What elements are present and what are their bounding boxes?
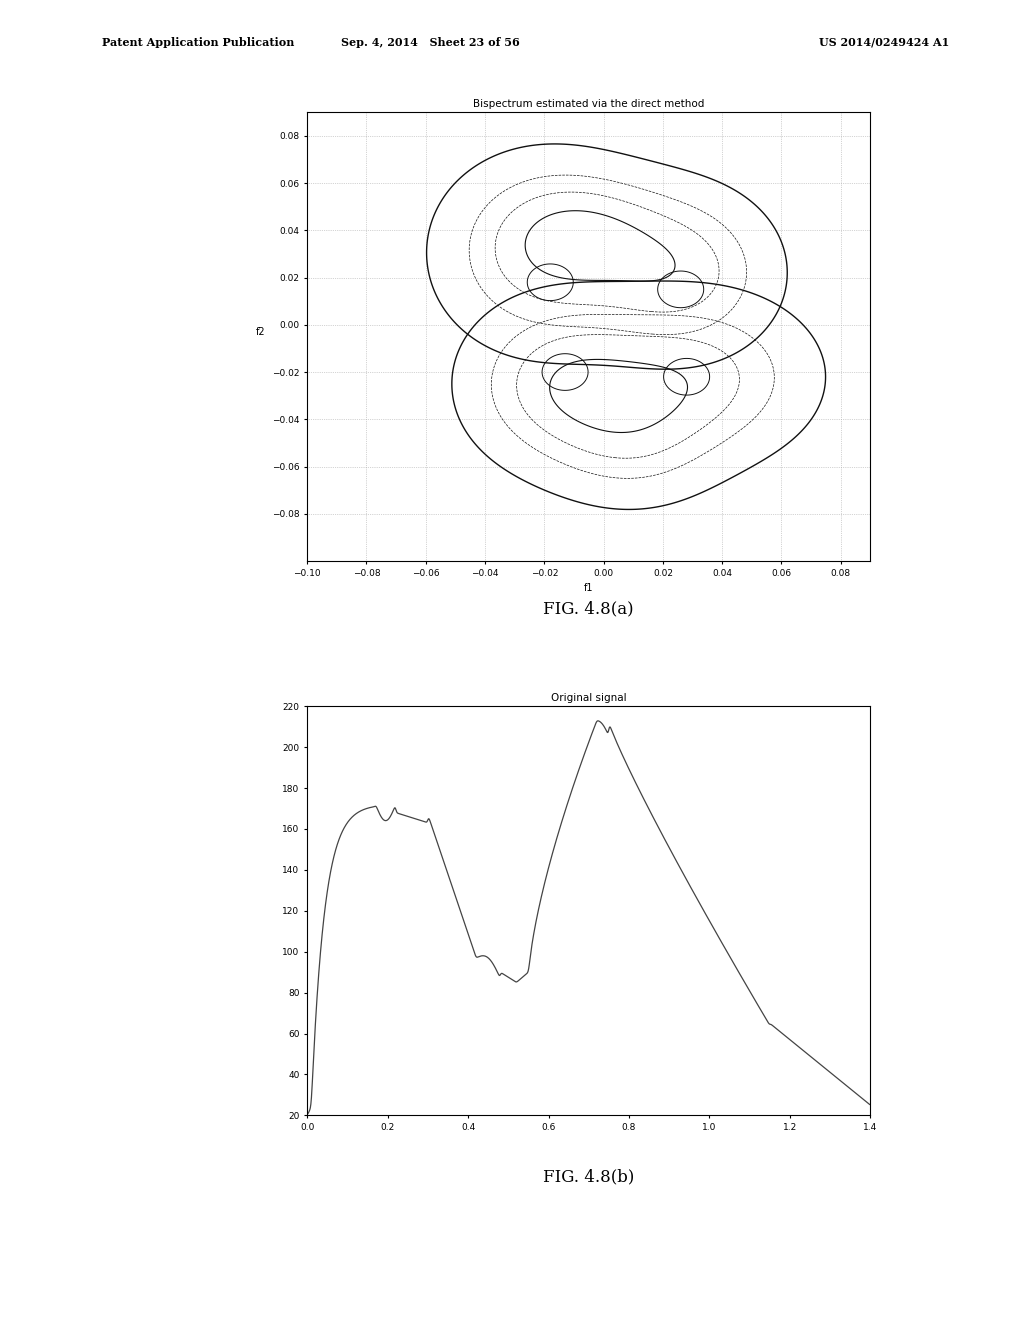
- Y-axis label: f2: f2: [256, 326, 265, 337]
- Text: FIG. 4.8(a): FIG. 4.8(a): [544, 601, 634, 618]
- X-axis label: f1: f1: [584, 583, 594, 593]
- Title: Bispectrum estimated via the direct method: Bispectrum estimated via the direct meth…: [473, 99, 705, 108]
- Text: FIG. 4.8(b): FIG. 4.8(b): [543, 1168, 635, 1185]
- Text: Patent Application Publication: Patent Application Publication: [102, 37, 295, 48]
- Text: Sep. 4, 2014   Sheet 23 of 56: Sep. 4, 2014 Sheet 23 of 56: [341, 37, 519, 48]
- Title: Original signal: Original signal: [551, 693, 627, 702]
- Text: US 2014/0249424 A1: US 2014/0249424 A1: [819, 37, 949, 48]
